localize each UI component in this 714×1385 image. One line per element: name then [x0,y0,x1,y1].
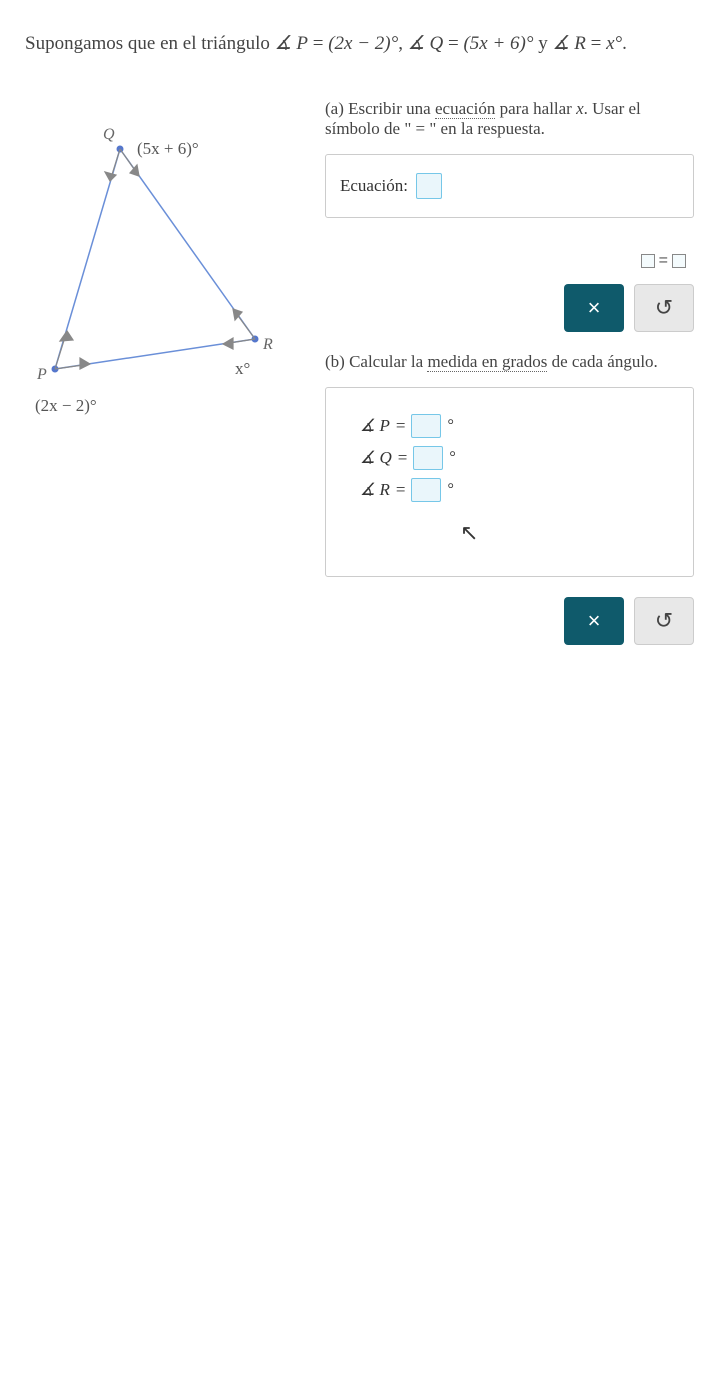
angle-q-rhs: (5x + 6)° [463,33,533,54]
close-icon: × [588,295,601,321]
equation-input-box: Ecuación: [325,154,694,218]
expr-q: (5x + 6)° [137,139,199,158]
reset-icon: ↺ [655,295,673,321]
angle-r-input[interactable] [411,478,441,502]
template-rhs-box [672,254,686,268]
angle-q-lhs: ∡ Q [408,33,444,54]
angle-p-input[interactable] [411,414,441,438]
answer-line-q: ∡ Q = ° [360,446,679,470]
angle-q-input[interactable] [413,446,443,470]
template-lhs-box [641,254,655,268]
reset-button-b[interactable]: ↺ [634,597,694,645]
angle-r-lhs: ∡ R [552,33,585,54]
expr-p: (2x − 2)° [35,396,97,415]
ecuacion-link[interactable]: ecuación [435,99,495,119]
close-icon: × [588,608,601,634]
reset-button[interactable]: ↺ [634,284,694,332]
reset-icon: ↺ [655,608,673,634]
cursor-icon: ↖ [460,520,478,546]
problem-statement: Supongamos que en el triángulo ∡ P = (2x… [25,30,694,59]
answers-box: ∡ P = ° ∡ Q = ° ∡ R = ° ↖ [325,387,694,577]
part-b-label: (b) Calcular la medida en grados de cada… [325,352,694,372]
vertex-q-label: Q [103,126,115,143]
medida-link[interactable]: medida en grados [427,352,547,372]
toolbar-a: = × ↺ [325,248,694,332]
prompt-prefix: Supongamos que en el triángulo [25,33,275,54]
angle-p-rhs: (2x − 2)° [328,33,398,54]
answer-line-p: ∡ P = ° [360,414,679,438]
vertex-p-label: P [36,366,47,383]
answer-line-r: ∡ R = ° [360,478,679,502]
equation-field-label: Ecuación: [340,176,408,196]
triangle-diagram: Q P R (5x + 6)° x° (2x − 2)° [25,99,305,665]
clear-button[interactable]: × [564,284,624,332]
clear-button-b[interactable]: × [564,597,624,645]
equation-template-button[interactable]: = [633,248,694,274]
expr-r: x° [235,359,250,378]
equation-input[interactable] [416,173,442,199]
toolbar-b: × ↺ [325,597,694,645]
part-a-label: (a) Escribir una ecuación para hallar x.… [325,99,694,139]
vertex-r-label: R [262,336,273,353]
angle-r-rhs: x° [606,33,622,54]
angle-p-lhs: ∡ P [275,33,308,54]
